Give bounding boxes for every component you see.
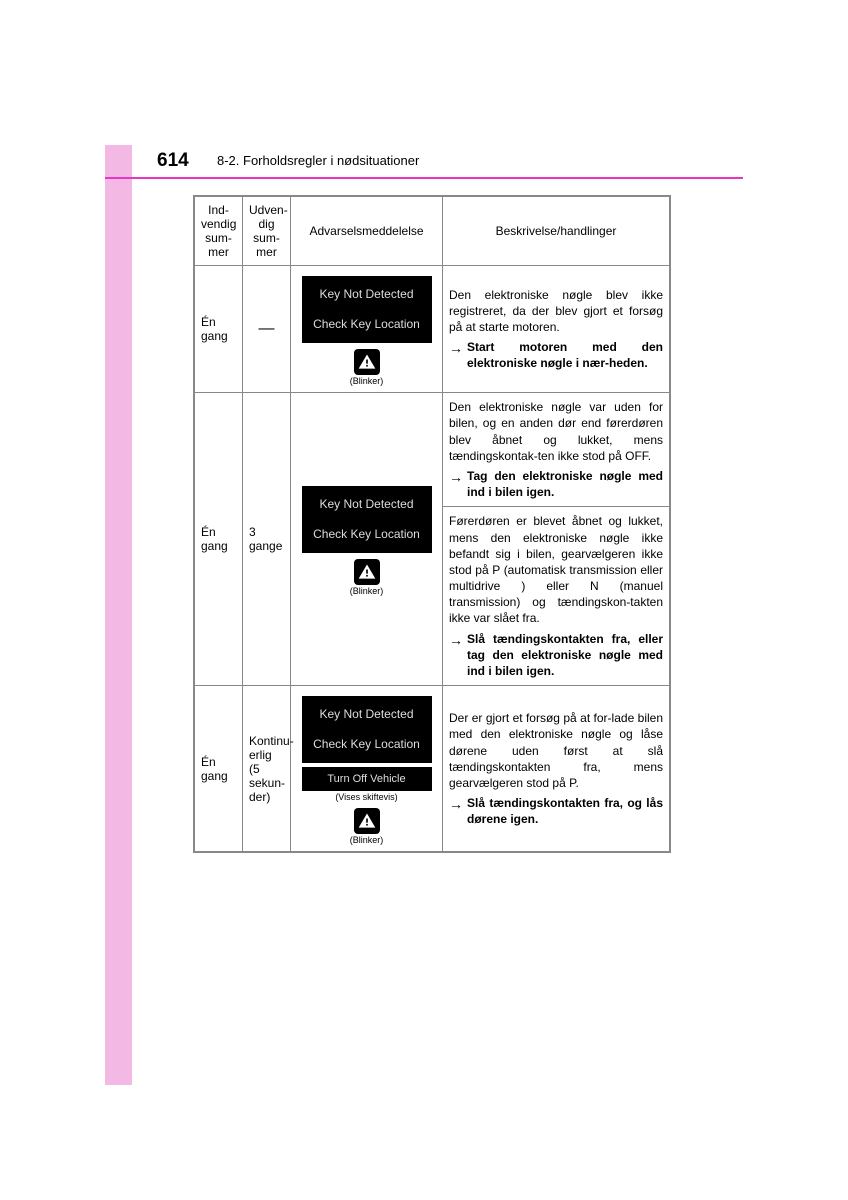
row3-description: Der er gjort et forsøg på at for-lade bi…: [443, 686, 670, 852]
row3-warning-cell: Key Not Detected Check Key Location Turn…: [291, 686, 443, 852]
header-col1: Ind-vendig sum-mer: [195, 197, 243, 266]
warning-triangle-icon: [354, 808, 380, 834]
arrow-icon: →: [449, 795, 463, 827]
blinker-caption: (Blinker): [297, 835, 436, 845]
action-item: → Tag den elektroniske nøgle med ind i b…: [449, 468, 663, 500]
row1-col2: —: [243, 266, 291, 393]
row1-warning-cell: Key Not Detected Check Key Location (Bli…: [291, 266, 443, 393]
row1-col1: Én gang: [195, 266, 243, 393]
side-bar: [105, 145, 132, 1085]
header-col3: Advarselsmeddelelse: [291, 197, 443, 266]
action-item: → Slå tændingskontakten fra, og lås døre…: [449, 795, 663, 827]
section-title: 8-2. Forholdsregler i nødsituationer: [217, 153, 419, 168]
row2-warning-cell: Key Not Detected Check Key Location (Bli…: [291, 393, 443, 686]
warnings-table: Ind-vendig sum-mer Udven-dig sum-mer Adv…: [193, 195, 671, 853]
row1-description: Den elektroniske nøgle blev ikke registr…: [443, 266, 670, 393]
row2b-description: Førerdøren er blevet åbnet og lukket, me…: [443, 507, 670, 686]
warning-display: Key Not Detected Check Key Location: [302, 276, 432, 343]
table-row: Én gang — Key Not Detected Check Key Loc…: [195, 266, 670, 393]
page-number: 614: [157, 150, 189, 172]
action-item: → Start motoren med den elektroniske nøg…: [449, 339, 663, 371]
warning-display: Key Not Detected Check Key Location: [302, 696, 432, 763]
vises-caption: (Vises skiftevis): [297, 792, 436, 802]
header-col2: Udven-dig sum-mer: [243, 197, 291, 266]
row3-col2: Kontinu-erlig (5 sekun-der): [243, 686, 291, 852]
arrow-icon: →: [449, 468, 463, 500]
row2a-description: Den elektroniske nøgle var uden for bile…: [443, 393, 670, 507]
row3-col1: Én gang: [195, 686, 243, 852]
arrow-icon: →: [449, 339, 463, 371]
warning-triangle-icon: [354, 559, 380, 585]
table-row: Én gang Kontinu-erlig (5 sekun-der) Key …: [195, 686, 670, 852]
row2-col2: 3 gange: [243, 393, 291, 686]
row2-col1: Én gang: [195, 393, 243, 686]
warning-display: Key Not Detected Check Key Location: [302, 486, 432, 553]
arrow-icon: →: [449, 631, 463, 680]
header-col4: Beskrivelse/handlinger: [443, 197, 670, 266]
blinker-caption: (Blinker): [297, 586, 436, 596]
blinker-caption: (Blinker): [297, 376, 436, 386]
header-divider: [105, 177, 743, 179]
action-item: → Slå tændingskontakten fra, eller tag d…: [449, 631, 663, 680]
turn-off-display: Turn Off Vehicle: [302, 767, 432, 791]
table-header-row: Ind-vendig sum-mer Udven-dig sum-mer Adv…: [195, 197, 670, 266]
warning-triangle-icon: [354, 349, 380, 375]
table-row: Én gang 3 gange Key Not Detected Check K…: [195, 393, 670, 507]
